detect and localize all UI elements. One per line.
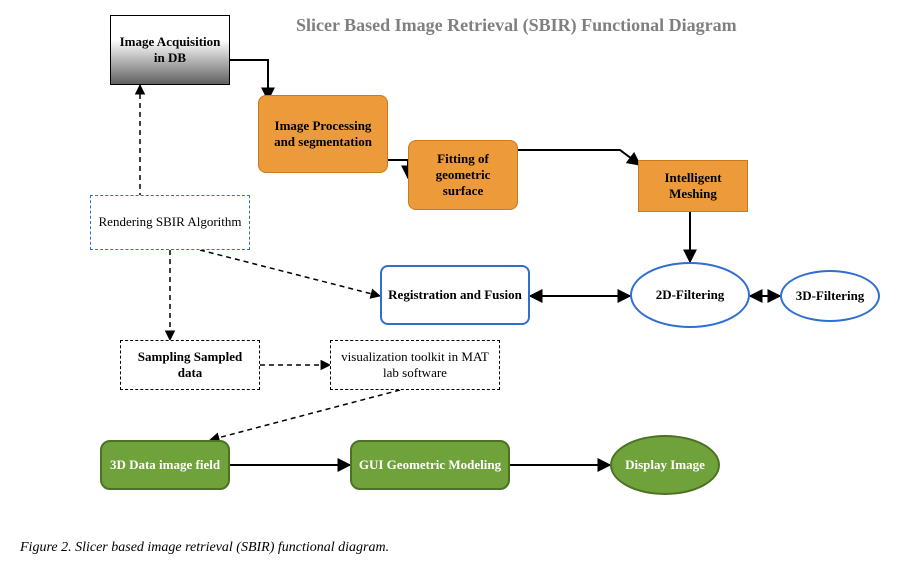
node-label: Display Image <box>625 457 705 473</box>
node-3d-filtering: 3D-Filtering <box>780 270 880 322</box>
node-gui-modeling: GUI Geometric Modeling <box>350 440 510 490</box>
node-label: Image Processing and segmentation <box>265 118 381 151</box>
node-label: Registration and Fusion <box>388 287 522 303</box>
node-intelligent-meshing: Intelligent Meshing <box>638 160 748 212</box>
node-fitting-surface: Fitting of geometric surface <box>408 140 518 210</box>
node-label: 3D Data image field <box>110 457 220 473</box>
node-display-image: Display Image <box>610 435 720 495</box>
node-viz-toolkit: visualization toolkit in MAT lab softwar… <box>330 340 500 390</box>
figure-caption: Figure 2. Slicer based image retrieval (… <box>20 540 389 556</box>
node-label: GUI Geometric Modeling <box>359 457 501 473</box>
node-rendering-algorithm: Rendering SBIR Algorithm <box>90 195 250 250</box>
node-label: Intelligent Meshing <box>645 170 741 203</box>
node-registration-fusion: Registration and Fusion <box>380 265 530 325</box>
diagram-stage: Slicer Based Image Retrieval (SBIR) Func… <box>0 0 908 580</box>
node-label: Fitting of geometric surface <box>415 151 511 200</box>
node-label: Sampling Sampled data <box>127 349 253 382</box>
node-image-processing: Image Processing and segmentation <box>258 95 388 173</box>
node-image-acquisition: Image Acquisition in DB <box>110 15 230 85</box>
node-label: visualization toolkit in MAT lab softwar… <box>337 349 493 382</box>
node-sampling: Sampling Sampled data <box>120 340 260 390</box>
node-label: Image Acquisition in DB <box>117 34 223 67</box>
node-label: 3D-Filtering <box>796 288 865 304</box>
node-label: Rendering SBIR Algorithm <box>99 214 242 230</box>
diagram-title: Slicer Based Image Retrieval (SBIR) Func… <box>290 10 850 40</box>
node-3d-data-field: 3D Data image field <box>100 440 230 490</box>
node-2d-filtering: 2D-Filtering <box>630 262 750 328</box>
node-label: 2D-Filtering <box>656 287 725 303</box>
